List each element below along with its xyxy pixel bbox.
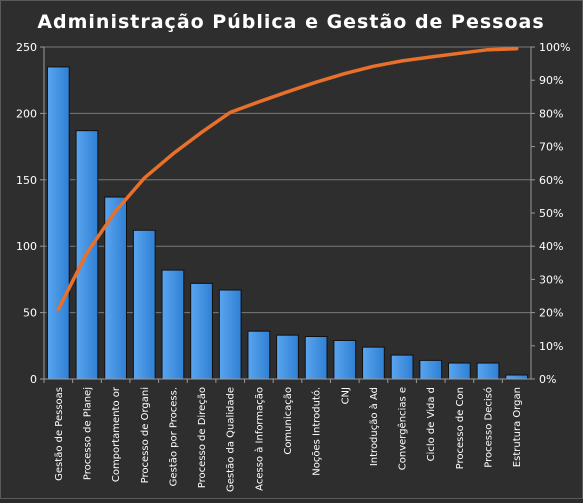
y2-tick-label: 70% (539, 141, 563, 154)
cumulative-line-path (56, 46, 519, 312)
bar (247, 330, 271, 380)
x-tick-label: Estrutura Organ (512, 387, 523, 467)
y-axis-right: 0% 10% 20% 30% 40% 50% 60% 70% 80% 90% 100% (530, 41, 570, 386)
x-tick-label: Introdução à Ad (368, 387, 380, 466)
bar (333, 339, 357, 380)
y-axis-left: 0 50 100 150 200 250 (16, 41, 45, 386)
bar (161, 269, 185, 380)
x-tick-label: Comunicação (283, 387, 294, 455)
y-tick-label: 0 (30, 373, 37, 386)
y2-tick-label: 90% (539, 74, 563, 87)
bar (362, 346, 385, 380)
bar (390, 354, 414, 380)
y-tick-label: 150 (16, 174, 37, 187)
bar (304, 336, 328, 380)
y2-tick-label: 50% (539, 207, 563, 220)
bar (476, 362, 500, 380)
chart-title: Administração Pública e Gestão de Pessoa… (37, 11, 544, 33)
y-tick-label: 50 (23, 307, 37, 320)
y2-tick-label: 30% (539, 273, 563, 286)
x-tick-label: Acesso à Informação (253, 387, 265, 491)
bar (505, 374, 529, 380)
x-tick-label: CNJ (340, 387, 351, 404)
bar (447, 362, 471, 380)
y2-tick-label: 10% (539, 340, 563, 353)
x-tick-label: Processo de Direção (197, 387, 208, 488)
y2-tick-label: 0% (539, 373, 556, 386)
bar (132, 229, 156, 380)
x-tick-label: Processo Decisó (483, 387, 495, 468)
y-tick-label: 250 (16, 41, 37, 54)
x-tick-label: Processo de Organi (140, 387, 151, 483)
y2-tick-label: 80% (539, 107, 563, 120)
x-tick-label: Gestão por Process. (168, 387, 179, 486)
y2-tick-label: 60% (539, 174, 563, 187)
x-axis: Gestão de Pessoas Processo de Planej Compo… (43, 378, 531, 492)
bar (218, 289, 242, 380)
x-tick-label: Convergências e (397, 387, 409, 470)
bar (276, 334, 299, 380)
x-tick-label: Ciclo de Vida d (426, 387, 437, 461)
y-tick-label: 200 (16, 107, 37, 120)
x-tick-label: Comportamento or (111, 386, 122, 482)
bar (46, 66, 70, 380)
y2-tick-label: 20% (539, 307, 563, 320)
cumulative-line (56, 46, 519, 312)
y2-tick-label: 100% (539, 41, 570, 54)
x-tick-label: Noções Introdutó. (311, 387, 323, 476)
y2-tick-label: 40% (539, 240, 563, 253)
x-tick-label: Gestão de Pessoas (54, 387, 65, 481)
x-tick-label: Gestão da Qualidade (226, 387, 237, 492)
x-tick-label: Processo de Planej (83, 387, 94, 480)
bar (419, 359, 443, 380)
y-tick-label: 100 (16, 240, 37, 253)
x-tick-label: Processo de Con (455, 387, 466, 469)
bar (190, 282, 213, 380)
